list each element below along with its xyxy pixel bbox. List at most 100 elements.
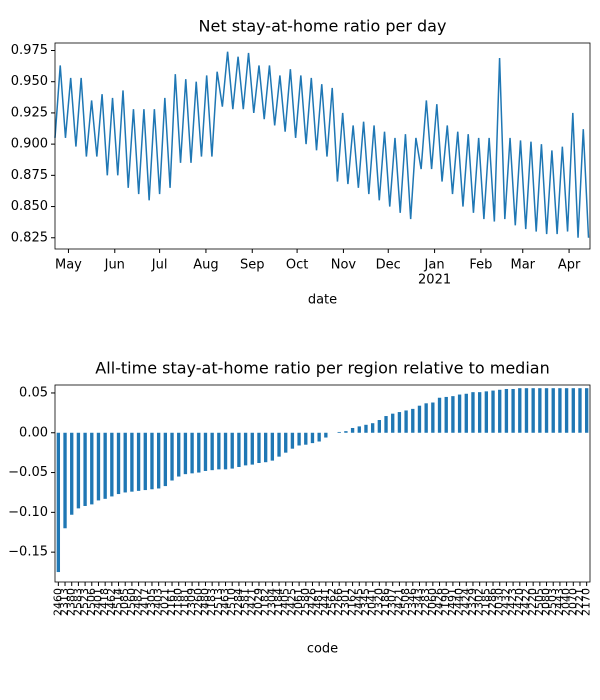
x-tick-label: 2161 — [165, 588, 178, 616]
y-tick-label: 0.950 — [11, 74, 48, 89]
bar — [558, 388, 562, 433]
x-tick-label: 2460 — [51, 588, 64, 616]
bar — [136, 432, 141, 491]
y-tick-label: 0.825 — [11, 230, 48, 245]
y-tick-label: 0.00 — [19, 425, 48, 440]
x-tick-label: 2041 — [366, 588, 379, 616]
bar — [317, 432, 321, 442]
bar — [190, 432, 194, 474]
bar — [96, 432, 101, 501]
bar — [230, 432, 234, 469]
x-tick-label: 2445 — [352, 588, 365, 616]
bar — [263, 432, 268, 463]
bar — [424, 403, 428, 433]
x-tick-label: 2482 — [132, 588, 145, 616]
x-tick-label: 2425 — [285, 588, 298, 616]
x-tick-label: 2432 — [499, 588, 512, 616]
x-tick-label: 2422 — [519, 588, 532, 616]
x-tick-label: Jan — [424, 258, 445, 273]
bar — [364, 424, 368, 433]
x-tick-label: 2304 — [265, 588, 278, 616]
x-axis-label: date — [308, 293, 337, 308]
plot-frame — [54, 42, 591, 250]
bar — [90, 432, 94, 505]
x-tick-label: 2421 — [392, 588, 405, 616]
x-tick-label: 2418 — [98, 588, 111, 616]
x-tick-label: 2170 — [580, 588, 593, 616]
bar — [350, 427, 355, 433]
bar — [110, 432, 114, 497]
bar — [304, 432, 308, 445]
y-tick-label: 0.850 — [11, 199, 48, 214]
x-tick-label: 2424 — [459, 588, 472, 616]
bar — [431, 402, 435, 433]
x-tick-label: 2426 — [305, 588, 318, 616]
bar — [297, 432, 301, 446]
bar — [384, 416, 388, 433]
bar — [437, 397, 442, 433]
x-tick-label: 2283 — [419, 588, 432, 616]
x-tick-label: 2403 — [152, 588, 165, 616]
x-tick-label: Jul — [151, 258, 168, 273]
bar — [257, 432, 261, 464]
x-tick-label: Nov — [331, 258, 357, 273]
bar — [290, 432, 295, 449]
bar — [404, 410, 408, 433]
x-tick-label: 2562 — [326, 588, 339, 616]
x-tick-label: 2060 — [426, 588, 439, 616]
bar — [284, 432, 288, 453]
y-tick-label: 0.975 — [11, 43, 48, 58]
plot-frame — [54, 384, 591, 583]
x-tick-label: Dec — [376, 258, 401, 273]
x-tick-label: 2040 — [560, 588, 573, 616]
bar — [504, 388, 509, 433]
x-tick-label: 2184 — [272, 588, 285, 616]
bar — [223, 432, 228, 470]
bar — [357, 426, 361, 433]
x-tick-label: 2301 — [339, 588, 352, 616]
x-tick-label: 2307 — [386, 588, 399, 616]
bar — [370, 423, 375, 433]
x-tick-label: 2506 — [85, 588, 98, 616]
bar — [477, 392, 482, 433]
bar — [484, 391, 489, 433]
x-tick-label: 2560 — [125, 588, 138, 616]
bar — [417, 405, 422, 433]
x-tick-label: 2401 — [91, 588, 104, 616]
bar — [444, 396, 448, 433]
x-tick-label: 2260 — [192, 588, 205, 616]
y-tick-label: −0.05 — [8, 465, 48, 480]
x-tick-label: 2480 — [198, 588, 211, 616]
bar — [538, 388, 542, 433]
x-tick-label: May — [55, 258, 82, 273]
x-tick-label: Feb — [469, 258, 492, 273]
x-tick-label: 2070 — [566, 588, 579, 616]
bar — [511, 388, 515, 433]
bar — [397, 412, 402, 433]
bar — [150, 432, 154, 490]
x-tick-label: 2021 — [158, 588, 171, 616]
bar — [116, 432, 121, 495]
x-tick-label: 2061 — [292, 588, 305, 616]
x-tick-label: 2583 — [71, 588, 84, 616]
bar — [471, 392, 475, 433]
x-tick-label: 2313 — [58, 588, 71, 616]
x-tick-label: 2185 — [479, 588, 492, 616]
x-tick-label: 2343 — [412, 588, 425, 616]
bar — [76, 432, 81, 509]
bar — [277, 432, 281, 457]
x-tick-label: 2030 — [493, 588, 506, 616]
x-tick-label: 2514 — [112, 588, 125, 616]
series-line — [54, 51, 590, 238]
x-tick-label: 2380 — [65, 588, 78, 616]
x-tick-label: 2284 — [232, 588, 245, 616]
y-tick-label: −0.10 — [8, 505, 48, 520]
x-tick-label: 2417 — [138, 588, 151, 616]
x-tick-label: 2286 — [486, 588, 499, 616]
x-tick-label: 2221 — [573, 588, 586, 616]
x-tick-label: 2463 — [219, 588, 232, 616]
x-tick-label: 2182 — [259, 588, 272, 616]
bar — [310, 432, 315, 444]
x-tick-label: 2345 — [359, 588, 372, 616]
